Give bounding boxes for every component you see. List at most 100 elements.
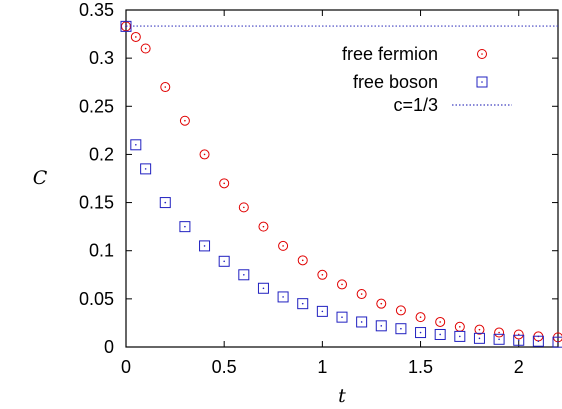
boson-point-square [415,327,427,339]
fermion-point-dot [144,47,147,50]
fermion-point-ring [494,327,505,338]
boson-point-square [473,332,485,344]
boson-point-square [454,330,466,342]
boson-point [473,332,485,344]
fermion-point-ring [199,149,210,160]
boson-point-square [375,320,387,332]
fermion-point-ring [130,31,141,42]
fermion-point-dot [400,309,402,312]
boson-point [493,333,505,345]
boson-point [532,335,544,347]
boson-point-dot [380,325,383,327]
fermion-point-ring [179,115,190,126]
fermion-point-dot [164,86,167,88]
fermion-point [297,255,308,266]
fermion-point-ring [395,305,406,316]
boson-point-square [218,255,230,267]
fermion-point-dot [184,119,186,122]
fermion-point-dot [419,316,422,318]
fermion-point-dot [380,302,383,305]
boson-point [336,311,348,323]
fermion-point [258,221,269,232]
boson-point-dot [459,335,461,338]
boson-point-dot [478,337,481,340]
x-tick-label: 1 [317,357,327,377]
boson-point [297,298,309,310]
boson-point-square [238,269,250,281]
fermion-point [238,202,249,213]
boson-point [238,269,250,281]
plot-frame [125,9,559,348]
boson-point-dot [301,302,304,305]
boson-point-square [297,298,309,310]
fermion-point-dot [262,225,265,228]
boson-point-square [336,311,348,323]
fermion-point [130,31,141,42]
fermion-point-dot [243,206,245,209]
legend-marker-fermion [477,49,487,59]
boson-point-dot [243,273,245,276]
boson-point-dot [125,25,127,28]
fermion-point-ring [258,221,269,232]
fermion-point-dot [321,273,324,276]
fermion-point [356,289,367,300]
boson-point [316,305,328,317]
legend-label-boson: free boson [353,72,438,92]
legend: free fermion free boson c=1/3 [342,44,512,115]
boson-point [277,291,289,303]
boson-point-square [493,333,505,345]
fermion-point [160,82,171,93]
fermion-point-dot [282,245,284,247]
boson-point-square [257,282,269,294]
fermion-point [219,178,230,189]
fermion-point [395,305,406,316]
boson-point [513,334,525,346]
fermion-point [278,240,289,251]
boson-point-dot [164,201,167,204]
boson-point [218,255,230,267]
fermion-point [337,279,347,290]
boson-point [130,139,142,151]
boson-point [199,240,211,252]
boson-point-square [316,305,328,317]
fermion-point-dot [223,182,225,185]
fermion-point [317,269,328,280]
fermion-point [199,149,210,160]
fermion-point-dot [301,259,304,262]
boson-point-dot [360,321,363,323]
boson-point-square [356,316,368,328]
boson-point-dot [537,340,540,343]
boson-point-dot [135,144,137,146]
boson-point-square [130,139,142,151]
fermion-point-ring [238,202,249,213]
fermion-point-ring [513,329,524,340]
boson-point [356,316,368,328]
boson-point-square [159,197,171,209]
fermion-point-ring [435,316,446,327]
boson-point [179,221,191,233]
y-tick-label: 0 [104,337,114,357]
boson-point-square [434,328,446,340]
boson-point-dot [223,260,225,263]
fermion-point-ring [376,298,387,309]
boson-point-dot [321,310,324,313]
fermion-point [140,43,151,54]
x-axis-label: t [338,385,346,407]
boson-point [375,320,387,332]
boson-point [454,330,466,342]
fermion-point [376,298,387,309]
boson-point-dot [498,338,500,341]
boson-point-square [140,163,152,175]
boson-point [434,328,446,340]
fermion-point-dot [459,325,461,328]
boson-point [415,327,427,339]
fermion-point-ring [337,279,347,290]
fermion-point [513,329,524,340]
fermion-point-dot [478,328,481,331]
boson-point [552,336,562,348]
boson-point-square [120,20,132,32]
boson-point-dot [557,341,559,343]
fermion-point-ring [317,269,328,280]
fermion-point-ring [278,240,289,251]
